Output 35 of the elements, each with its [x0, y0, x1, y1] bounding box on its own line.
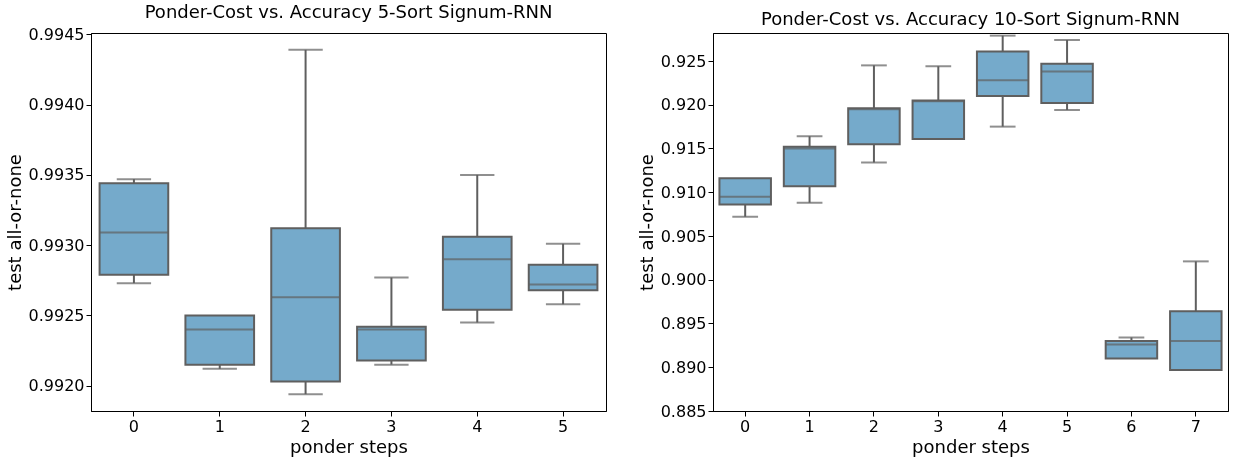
x-tick-label: 5: [1061, 416, 1073, 436]
x-tick-label: 7: [1190, 416, 1201, 436]
y-tick-label: 0.915: [660, 139, 707, 158]
chart-title: Ponder-Cost vs. Accuracy 5-Sort Signum-RNN: [144, 1, 553, 23]
y-tick-label: 0.920: [660, 95, 707, 115]
x-axis-title: ponder steps: [912, 435, 1030, 457]
y-axis-title: test all-or-none: [3, 154, 25, 291]
y-tick-label: 0.9940: [28, 95, 85, 115]
y-tick-label: 0.905: [660, 226, 707, 246]
x-tick-label: 4: [472, 416, 483, 436]
y-tick-label: 0.910: [660, 182, 707, 202]
x-tick-label: 1: [804, 416, 815, 436]
x-tick-label: 6: [1126, 416, 1137, 436]
y-tick-label: 0.895: [660, 314, 707, 333]
y-tick-label: 0.890: [660, 357, 707, 377]
x-axis-title: ponder steps: [290, 435, 408, 457]
y-tick-label: 0.9935: [28, 165, 85, 185]
x-tick-label: 3: [933, 416, 944, 436]
y-tick-label: 0.9920: [28, 376, 85, 396]
x-tick-label: 2: [868, 416, 880, 436]
y-tick-label: 0.925: [660, 51, 707, 71]
y-tick-label: 0.9945: [28, 24, 85, 44]
y-tick-label: 0.885: [660, 401, 707, 421]
chart-title: Ponder-Cost vs. Accuracy 10-Sort Signum-RNN: [760, 8, 1181, 29]
x-tick-label: 1: [214, 416, 225, 436]
y-tick-label: 0.9930: [28, 235, 85, 255]
y-tick-label: 0.900: [660, 270, 707, 290]
x-tick-label: 3: [386, 416, 397, 436]
x-tick-label: 5: [557, 416, 569, 436]
x-tick-label: 0: [740, 416, 751, 436]
y-tick-label: 0.9925: [28, 305, 85, 325]
y-axis-title: test all-or-none: [635, 154, 657, 291]
x-tick-label: 4: [997, 416, 1008, 436]
x-tick-label: 2: [300, 416, 311, 436]
x-tick-label: 0: [128, 416, 140, 436]
